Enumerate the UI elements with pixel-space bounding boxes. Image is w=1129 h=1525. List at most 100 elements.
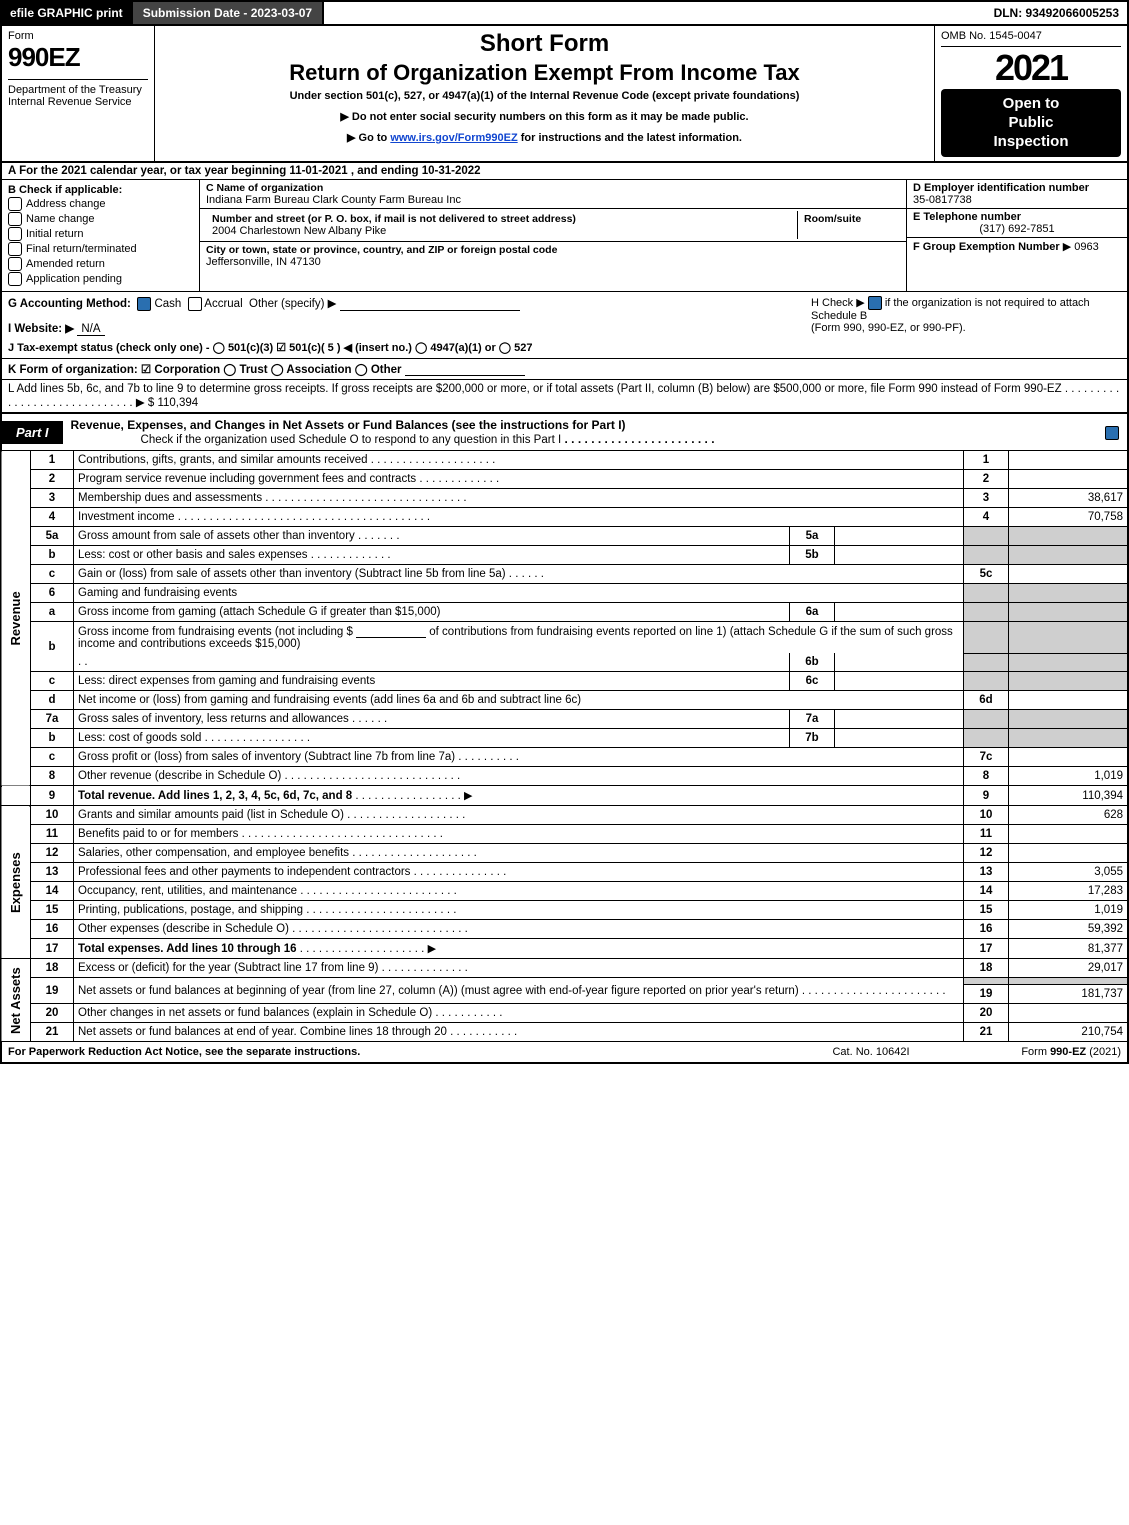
line-11-val bbox=[1009, 825, 1129, 844]
chk-accrual[interactable] bbox=[188, 297, 202, 311]
group-exemption-label: F Group Exemption Number bbox=[913, 241, 1060, 253]
line-10-box: 10 bbox=[964, 806, 1009, 825]
line-5a-ibox: 5a bbox=[790, 527, 835, 546]
line-3-desc: Membership dues and assessments bbox=[78, 492, 262, 504]
phone-label: E Telephone number bbox=[913, 211, 1121, 223]
row-g-h: G Accounting Method: Cash Accrual Other … bbox=[0, 292, 1129, 359]
city-label: City or town, state or province, country… bbox=[206, 244, 900, 256]
line-16-box: 16 bbox=[964, 920, 1009, 939]
header-right: OMB No. 1545-0047 2021 Open to Public In… bbox=[935, 26, 1127, 161]
line-20-desc: Other changes in net assets or fund bala… bbox=[78, 1007, 432, 1019]
footer-cat-no: Cat. No. 10642I bbox=[781, 1046, 961, 1058]
go-to-text: ▶ Go to www.irs.gov/Form990EZ for instru… bbox=[163, 131, 926, 144]
other-specify-input[interactable] bbox=[340, 298, 520, 311]
page-footer: For Paperwork Reduction Act Notice, see … bbox=[0, 1042, 1129, 1064]
line-7a-ival[interactable] bbox=[835, 710, 964, 729]
line-1-box: 1 bbox=[964, 451, 1009, 470]
footer-right-post: (2021) bbox=[1089, 1046, 1121, 1058]
line-17-desc: Total expenses. Add lines 10 through 16 bbox=[78, 943, 297, 955]
part-1-tab: Part I bbox=[2, 421, 63, 444]
chk-application-pending[interactable]: Application pending bbox=[8, 272, 193, 286]
line-9-num: 9 bbox=[31, 786, 74, 806]
line-6b-ival[interactable] bbox=[835, 653, 964, 672]
row-j-tax-exempt: J Tax-exempt status (check only one) - ◯… bbox=[8, 342, 533, 354]
chk-schedule-o[interactable] bbox=[1105, 426, 1119, 440]
go-to-pre: ▶ Go to bbox=[347, 132, 390, 144]
line-5c-desc: Gain or (loss) from sale of assets other… bbox=[78, 568, 506, 580]
line-5b-ibox: 5b bbox=[790, 546, 835, 565]
line-11-num: 11 bbox=[31, 825, 74, 844]
line-7c-num: c bbox=[31, 748, 74, 767]
line-6c-num: c bbox=[31, 672, 74, 691]
line-7c-desc: Gross profit or (loss) from sales of inv… bbox=[78, 751, 455, 763]
row-k-text: K Form of organization: ☑ Corporation ◯ … bbox=[8, 364, 402, 376]
chk-initial-return[interactable]: Initial return bbox=[8, 227, 193, 241]
line-5c-box: 5c bbox=[964, 565, 1009, 584]
group-exemption-value: ▶ 0963 bbox=[1063, 241, 1099, 253]
line-8-box: 8 bbox=[964, 767, 1009, 786]
line-13-box: 13 bbox=[964, 863, 1009, 882]
line-21-box: 21 bbox=[964, 1023, 1009, 1042]
efile-print-button[interactable]: efile GRAPHIC print bbox=[2, 2, 133, 24]
line-2-val bbox=[1009, 470, 1129, 489]
arrow-icon: ▶ bbox=[428, 943, 436, 955]
line-6-desc: Gaming and fundraising events bbox=[74, 584, 964, 603]
line-8-val: 1,019 bbox=[1009, 767, 1129, 786]
line-18-desc: Excess or (deficit) for the year (Subtra… bbox=[78, 962, 378, 974]
irs-link[interactable]: www.irs.gov/Form990EZ bbox=[390, 132, 517, 144]
row-l-gross-receipts: L Add lines 5b, 6c, and 7b to line 9 to … bbox=[0, 380, 1129, 414]
line-6d-desc: Net income or (loss) from gaming and fun… bbox=[74, 691, 964, 710]
col-def: D Employer identification number 35-0817… bbox=[906, 180, 1127, 291]
other-org-input[interactable] bbox=[405, 363, 525, 376]
line-6b-amount-input[interactable] bbox=[356, 625, 426, 638]
city-value: Jeffersonville, IN 47130 bbox=[206, 256, 900, 268]
chk-cash-label: Cash bbox=[154, 298, 181, 310]
chk-final-return[interactable]: Final return/terminated bbox=[8, 242, 193, 256]
line-6a-ival[interactable] bbox=[835, 603, 964, 622]
dln-label: DLN: 93492066005253 bbox=[986, 2, 1127, 24]
line-5b-ival[interactable] bbox=[835, 546, 964, 565]
open-to-public-box: Open to Public Inspection bbox=[941, 89, 1121, 157]
go-to-post: for instructions and the latest informat… bbox=[521, 132, 742, 144]
section-bcdef: B Check if applicable: Address change Na… bbox=[0, 180, 1129, 292]
line-6a-ibox: 6a bbox=[790, 603, 835, 622]
chk-cash[interactable] bbox=[137, 297, 151, 311]
line-12-desc: Salaries, other compensation, and employ… bbox=[78, 847, 349, 859]
org-name-label: C Name of organization bbox=[206, 182, 900, 194]
line-19-desc: Net assets or fund balances at beginning… bbox=[78, 985, 799, 997]
chk-label: Address change bbox=[26, 198, 106, 210]
line-6c-ival[interactable] bbox=[835, 672, 964, 691]
header-center: Short Form Return of Organization Exempt… bbox=[155, 26, 935, 161]
chk-address-change[interactable]: Address change bbox=[8, 197, 193, 211]
line-13-val: 3,055 bbox=[1009, 863, 1129, 882]
line-14-box: 14 bbox=[964, 882, 1009, 901]
line-4-num: 4 bbox=[31, 508, 74, 527]
line-6b-ibox: 6b bbox=[790, 653, 835, 672]
open-line-3: Inspection bbox=[993, 133, 1068, 150]
line-1-val bbox=[1009, 451, 1129, 470]
line-19-val: 181,737 bbox=[1009, 985, 1129, 1004]
return-title: Return of Organization Exempt From Incom… bbox=[163, 60, 926, 86]
line-5a-ival[interactable] bbox=[835, 527, 964, 546]
chk-label: Name change bbox=[26, 213, 95, 225]
chk-schedule-b[interactable] bbox=[868, 296, 882, 310]
sidelabel-expenses: Expenses bbox=[1, 806, 31, 959]
row-a-calendar-year: A For the 2021 calendar year, or tax yea… bbox=[0, 163, 1129, 180]
line-5a-desc: Gross amount from sale of assets other t… bbox=[78, 530, 355, 542]
form-number: 990EZ bbox=[8, 42, 148, 73]
part-1-table: Revenue 1 Contributions, gifts, grants, … bbox=[0, 451, 1129, 1042]
part-1-header: Part I Revenue, Expenses, and Changes in… bbox=[0, 414, 1129, 451]
submission-date-button[interactable]: Submission Date - 2023-03-07 bbox=[133, 2, 324, 24]
row-k-form-of-org: K Form of organization: ☑ Corporation ◯ … bbox=[0, 359, 1129, 380]
omb-number: OMB No. 1545-0047 bbox=[941, 30, 1121, 47]
line-4-val: 70,758 bbox=[1009, 508, 1129, 527]
line-21-num: 21 bbox=[31, 1023, 74, 1042]
under-section-text: Under section 501(c), 527, or 4947(a)(1)… bbox=[163, 90, 926, 102]
line-6c-desc: Less: direct expenses from gaming and fu… bbox=[78, 675, 375, 687]
chk-name-change[interactable]: Name change bbox=[8, 212, 193, 226]
col-b-title: B Check if applicable: bbox=[8, 184, 193, 196]
chk-amended-return[interactable]: Amended return bbox=[8, 257, 193, 271]
sidelabel-net-assets: Net Assets bbox=[1, 959, 31, 1042]
line-14-val: 17,283 bbox=[1009, 882, 1129, 901]
line-7b-ival[interactable] bbox=[835, 729, 964, 748]
